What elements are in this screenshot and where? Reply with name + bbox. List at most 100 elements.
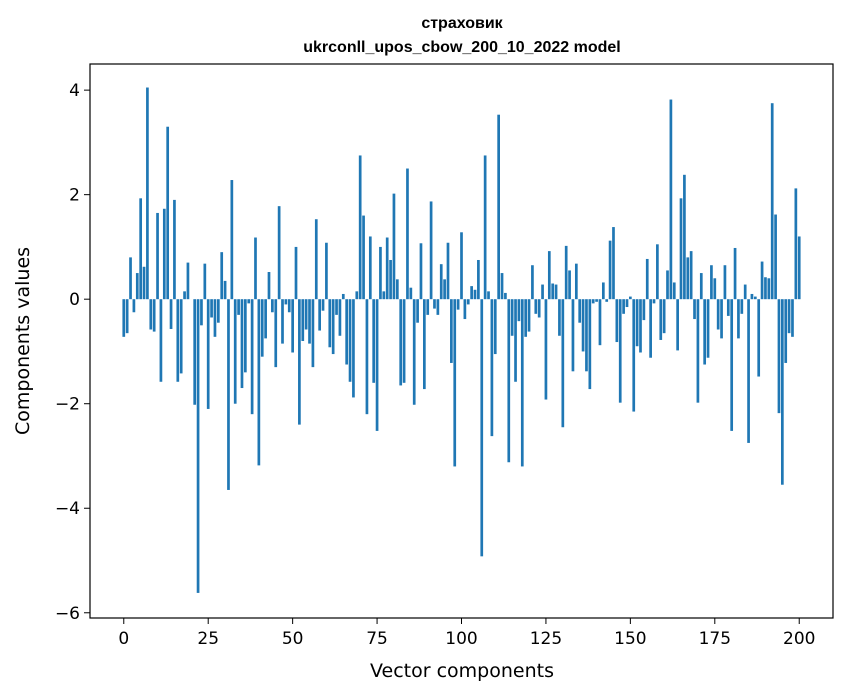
x-tick-label: 0 [118, 629, 129, 649]
bar-component-137 [585, 299, 588, 372]
bar-component-17 [179, 299, 183, 374]
bar-component-180 [730, 299, 734, 431]
bar-component-136 [581, 299, 585, 352]
bar-component-58 [318, 299, 321, 331]
x-tick-label: 175 [699, 629, 731, 649]
bar-component-25 [206, 299, 210, 409]
bar-component-34 [237, 299, 240, 315]
bar-component-27 [213, 299, 217, 337]
bar-component-30 [223, 280, 227, 300]
bar-component-152 [635, 299, 639, 347]
bar-component-47 [281, 299, 284, 344]
bar-component-183 [740, 299, 744, 314]
bar-component-198 [791, 299, 794, 337]
bar-component-179 [726, 299, 730, 316]
bar-component-92 [433, 299, 436, 309]
bar-component-188 [757, 299, 761, 377]
ticks-layer: 0 25 50 75 100 125 150 175 200 −6 −4 −2 0 2 4 [55, 81, 816, 649]
bar-component-59 [321, 299, 325, 311]
bar-component-31 [227, 299, 230, 490]
bar-component-76 [379, 246, 382, 300]
bar-component-1 [125, 299, 129, 334]
bar-component-57 [314, 219, 318, 300]
x-tick-label: 100 [445, 629, 477, 649]
bar-component-12 [162, 208, 166, 300]
bar-component-126 [547, 251, 551, 300]
chart-title-line-2: ukrconll_upos_cbow_200_10_2022 model [303, 39, 620, 56]
bar-component-139 [591, 299, 595, 304]
bar-component-125 [544, 299, 548, 400]
bar-component-120 [527, 299, 531, 332]
bar-component-182 [737, 299, 740, 339]
bar-component-156 [649, 299, 652, 358]
bar-component-184 [743, 284, 747, 300]
bar-component-163 [672, 282, 676, 300]
bar-component-140 [595, 299, 598, 302]
bar-component-144 [608, 240, 612, 300]
bar-component-165 [679, 198, 683, 300]
bar-component-9 [152, 299, 156, 332]
bar-component-153 [639, 299, 642, 353]
bar-component-181 [733, 247, 737, 300]
bar-component-146 [615, 299, 619, 343]
bar-component-135 [578, 299, 582, 323]
bar-component-123 [537, 299, 541, 318]
bar-component-191 [767, 278, 771, 300]
bar-component-189 [760, 261, 764, 300]
bar-component-70 [358, 155, 362, 300]
bar-component-134 [574, 263, 578, 300]
bar-component-103 [470, 286, 473, 300]
bar-component-127 [551, 283, 555, 300]
bar-component-195 [780, 299, 784, 485]
bar-component-78 [385, 237, 389, 300]
bar-component-166 [683, 174, 686, 300]
plot-frame [89, 63, 834, 619]
bar-component-81 [395, 279, 399, 300]
bar-component-48 [284, 299, 288, 305]
bar-component-35 [240, 299, 244, 389]
bar-component-32 [230, 180, 234, 300]
bar-component-94 [439, 264, 443, 300]
bar-component-100 [460, 232, 463, 300]
x-tick-label: 25 [197, 629, 219, 649]
bar-component-77 [382, 291, 386, 300]
bar-component-122 [534, 299, 538, 314]
bar-component-151 [632, 299, 636, 412]
bar-component-193 [774, 214, 777, 300]
bar-component-40 [257, 299, 261, 466]
bar-component-194 [777, 299, 781, 414]
bar-component-159 [659, 299, 663, 340]
bar-component-75 [375, 299, 379, 431]
bar-component-93 [436, 299, 440, 315]
bar-component-97 [450, 299, 453, 363]
bar-component-173 [706, 299, 710, 358]
bar-component-5 [139, 198, 143, 300]
bar-component-88 [419, 243, 423, 300]
bar-component-82 [399, 299, 403, 386]
bar-component-176 [716, 299, 720, 330]
bar-component-46 [277, 206, 281, 300]
bar-component-138 [588, 299, 592, 390]
bar-component-107 [483, 155, 487, 300]
bar-component-37 [247, 299, 251, 304]
x-tick-label: 75 [366, 629, 388, 649]
bar-component-29 [220, 252, 224, 300]
bar-component-157 [652, 299, 656, 304]
bar-component-196 [784, 299, 788, 363]
bar-component-50 [291, 299, 294, 353]
bar-component-109 [490, 299, 494, 437]
bar-component-19 [186, 262, 190, 300]
bar-component-102 [466, 299, 470, 305]
x-tick-label: 200 [783, 629, 815, 649]
bar-component-190 [764, 277, 767, 300]
bar-component-118 [520, 299, 524, 467]
bar-component-89 [423, 299, 426, 390]
bar-component-69 [355, 291, 359, 300]
bar-component-161 [666, 270, 669, 300]
bar-component-8 [149, 299, 153, 330]
bar-component-2 [129, 257, 132, 300]
y-tick-label: 2 [69, 186, 80, 206]
bar-component-13 [166, 126, 170, 300]
bar-component-124 [541, 284, 544, 300]
bar-component-23 [200, 299, 203, 326]
